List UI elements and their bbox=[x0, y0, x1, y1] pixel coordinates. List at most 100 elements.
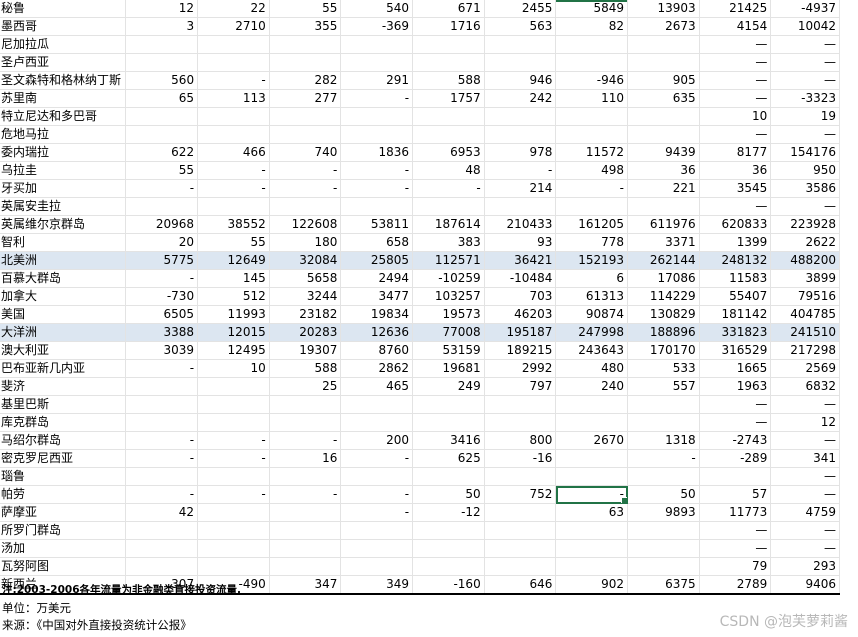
row-label-cell[interactable]: 苏里南 bbox=[0, 89, 127, 108]
data-cell[interactable]: 12636 bbox=[340, 323, 414, 342]
data-cell[interactable]: 3039 bbox=[125, 341, 199, 360]
data-cell[interactable]: 341 bbox=[770, 449, 840, 468]
data-cell[interactable]: 22 bbox=[197, 0, 270, 18]
table-row[interactable]: 乌拉圭 55- - -48-498 36 36 950 bbox=[0, 161, 840, 180]
data-cell[interactable]: 61313 bbox=[555, 287, 629, 306]
data-cell[interactable] bbox=[412, 539, 485, 558]
data-cell[interactable]: 277 bbox=[269, 89, 342, 108]
data-cell[interactable]: 316529 bbox=[699, 341, 772, 360]
data-cell[interactable]: 42 bbox=[125, 503, 199, 522]
row-label-cell[interactable]: 美国 bbox=[0, 305, 127, 324]
table-row[interactable]: 圣卢西亚 — — bbox=[0, 53, 840, 72]
data-cell[interactable]: 36 bbox=[699, 161, 772, 180]
data-cell[interactable] bbox=[269, 503, 342, 522]
data-cell[interactable] bbox=[627, 395, 700, 414]
data-cell[interactable]: 112571 bbox=[412, 251, 485, 270]
data-cell[interactable]: 1836 bbox=[340, 143, 414, 162]
data-cell[interactable]: — bbox=[699, 35, 772, 54]
data-cell[interactable] bbox=[340, 413, 414, 432]
data-cell[interactable]: — bbox=[770, 35, 840, 54]
data-cell[interactable]: -369 bbox=[340, 17, 414, 36]
data-cell[interactable]: 57 bbox=[699, 485, 772, 504]
data-cell[interactable]: - bbox=[125, 431, 199, 450]
row-label-cell[interactable]: 委内瑞拉 bbox=[0, 143, 127, 162]
data-cell[interactable] bbox=[484, 35, 557, 54]
data-cell[interactable]: 740 bbox=[269, 143, 342, 162]
data-cell[interactable]: 1716 bbox=[412, 17, 485, 36]
data-cell[interactable] bbox=[627, 467, 700, 486]
data-cell[interactable]: 2673 bbox=[627, 17, 700, 36]
data-cell[interactable]: 195187 bbox=[484, 323, 557, 342]
data-cell[interactable] bbox=[412, 557, 485, 576]
data-cell[interactable]: 53159 bbox=[412, 341, 485, 360]
data-cell[interactable]: 498 bbox=[555, 161, 629, 180]
data-cell[interactable] bbox=[627, 413, 700, 432]
data-cell[interactable] bbox=[627, 539, 700, 558]
data-cell[interactable]: -10259 bbox=[412, 269, 485, 288]
data-cell[interactable]: - bbox=[269, 431, 342, 450]
data-cell[interactable]: -289 bbox=[699, 449, 772, 468]
table-row[interactable]: 萨摩亚 42 - -12 63 9893 11773 4759 bbox=[0, 503, 840, 522]
data-cell[interactable]: -3323 bbox=[770, 89, 840, 108]
data-cell[interactable] bbox=[627, 197, 700, 216]
data-cell[interactable]: 93 bbox=[484, 233, 557, 252]
table-row[interactable]: 英属安圭拉 — — bbox=[0, 197, 840, 216]
data-cell[interactable]: 110 bbox=[555, 89, 629, 108]
data-cell[interactable]: 46203 bbox=[484, 305, 557, 324]
data-cell[interactable] bbox=[125, 521, 199, 540]
data-cell[interactable]: - bbox=[412, 179, 485, 198]
table-row[interactable]: 尼加拉瓜 — — bbox=[0, 35, 840, 54]
data-cell[interactable]: 3477 bbox=[340, 287, 414, 306]
data-cell[interactable]: 19834 bbox=[340, 305, 414, 324]
data-cell[interactable]: 20 bbox=[125, 233, 199, 252]
data-cell[interactable] bbox=[269, 197, 342, 216]
data-cell[interactable]: — bbox=[699, 197, 772, 216]
data-cell[interactable]: 19681 bbox=[412, 359, 485, 378]
row-label-cell[interactable]: 墨西哥 bbox=[0, 17, 127, 36]
data-cell[interactable]: 404785 bbox=[770, 305, 840, 324]
data-cell[interactable]: — bbox=[770, 485, 840, 504]
table-row[interactable]: 瓦努阿图 79 293 bbox=[0, 557, 840, 576]
data-cell[interactable]: 188896 bbox=[627, 323, 700, 342]
data-cell[interactable]: 12015 bbox=[197, 323, 270, 342]
data-cell[interactable]: 4154 bbox=[699, 17, 772, 36]
table-row[interactable]: 新西兰 307 -490 347 349 -160 646 902 6375 2789 9406 bbox=[0, 575, 840, 595]
data-cell[interactable]: 130829 bbox=[627, 305, 700, 324]
data-cell[interactable]: 3371 bbox=[627, 233, 700, 252]
data-cell[interactable] bbox=[627, 107, 700, 126]
data-cell[interactable]: 189215 bbox=[484, 341, 557, 360]
row-label-cell[interactable]: 智利 bbox=[0, 233, 127, 252]
data-cell[interactable]: 6 bbox=[555, 269, 629, 288]
data-cell[interactable]: — bbox=[699, 539, 772, 558]
data-cell[interactable]: 1399 bbox=[699, 233, 772, 252]
data-cell[interactable]: 20283 bbox=[269, 323, 342, 342]
data-cell[interactable]: 152193 bbox=[555, 251, 629, 270]
data-cell[interactable]: - bbox=[484, 161, 557, 180]
data-cell[interactable]: 635 bbox=[627, 89, 700, 108]
data-cell[interactable]: - bbox=[340, 179, 414, 198]
data-cell[interactable]: 11572 bbox=[555, 143, 629, 162]
data-cell[interactable]: 223928 bbox=[770, 215, 840, 234]
data-cell[interactable]: - bbox=[269, 485, 342, 504]
data-cell[interactable] bbox=[484, 503, 557, 522]
data-cell[interactable]: 12495 bbox=[197, 341, 270, 360]
data-cell[interactable] bbox=[555, 449, 629, 468]
data-cell[interactable]: 103257 bbox=[412, 287, 485, 306]
data-cell[interactable]: 355 bbox=[269, 17, 342, 36]
data-cell[interactable] bbox=[484, 125, 557, 144]
data-cell[interactable]: 249 bbox=[412, 377, 485, 396]
data-cell[interactable]: — bbox=[770, 431, 840, 450]
row-label-cell[interactable]: 汤加 bbox=[0, 539, 127, 558]
data-cell[interactable] bbox=[555, 35, 629, 54]
data-cell[interactable]: 533 bbox=[627, 359, 700, 378]
data-cell[interactable] bbox=[340, 197, 414, 216]
data-cell[interactable]: 291 bbox=[340, 71, 414, 90]
table-row[interactable]: 秘鲁 12 22 55 540 671 2455 5849 13903 21425 -4937 bbox=[0, 0, 840, 18]
data-cell[interactable]: 65 bbox=[125, 89, 199, 108]
data-cell[interactable] bbox=[197, 413, 270, 432]
data-cell[interactable] bbox=[484, 395, 557, 414]
data-cell[interactable]: 9439 bbox=[627, 143, 700, 162]
data-cell[interactable] bbox=[340, 53, 414, 72]
data-cell[interactable] bbox=[125, 467, 199, 486]
data-cell[interactable]: 950 bbox=[770, 161, 840, 180]
